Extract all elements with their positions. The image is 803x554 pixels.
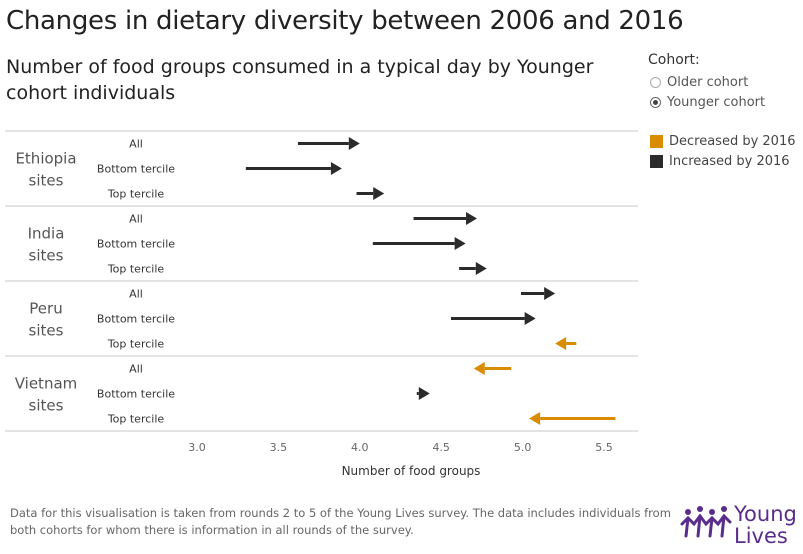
radio-older-cohort-label: Older cohort [667,74,749,90]
row-label: All [129,213,143,226]
arrow-head [555,337,567,350]
legend-swatch-decreased [650,134,663,148]
group-label-0: Ethiopia sites [15,150,76,190]
row-label: Top tercile [107,188,165,201]
arrow-head [418,387,430,400]
group-label-3: Vietnam sites [15,375,78,415]
radio-checked-icon[interactable] [650,96,661,108]
arrow-head [544,287,556,300]
arrow-head [473,362,485,375]
row-label: All [129,288,143,301]
legend-swatch-increased [650,154,663,168]
x-tick-label: 5.5 [595,441,613,454]
x-tick-label: 4.0 [351,441,369,454]
logo-line-1: Young [734,502,797,526]
arrow-head [330,162,342,175]
x-axis-title: Number of food groups [342,464,481,478]
row-label: Top tercile [107,338,165,351]
arrow-head [348,137,360,150]
arrow-chart: Ethiopia sites All Bottom tercile Top tercil… [5,130,638,478]
arrow-head [475,262,487,275]
row-label: Top tercile [107,413,165,426]
arrow-head [454,237,466,250]
young-lives-logo-icon [680,506,732,538]
x-tick-label: 3.0 [188,441,206,454]
arrow-head [466,212,478,225]
legend-label-decreased: Decreased by 2016 [669,133,796,149]
chart-title: Changes in dietary diversity between 200… [6,6,684,36]
row-label: All [129,138,143,151]
radio-younger-cohort-label: Younger cohort [667,94,766,110]
arrow-head [529,412,541,425]
x-tick-label: 4.5 [432,441,450,454]
cohort-filter-label: Cohort: [648,52,700,68]
row-label: Bottom tercile [97,238,175,251]
row-label: Bottom tercile [97,388,175,401]
legend-label-increased: Increased by 2016 [669,153,790,169]
arrow-head [373,187,385,200]
chart-subtitle: Number of food groups consumed in a typi… [6,56,594,104]
row-label: Top tercile [107,263,165,276]
group-label-1: India sites [28,225,65,265]
group-label-2: Peru sites [29,300,64,340]
row-label: Bottom tercile [97,313,175,326]
radio-unchecked-icon[interactable] [650,76,661,88]
row-label: Bottom tercile [97,163,175,176]
legend-item-decreased: Decreased by 2016 [650,133,796,149]
row-label: All [129,363,143,376]
x-tick-label: 3.5 [270,441,288,454]
x-tick-label: 5.0 [514,441,532,454]
radio-older-cohort[interactable]: Older cohort [650,73,748,91]
footnote: Data for this visualisation is taken fro… [10,506,671,537]
radio-younger-cohort[interactable]: Younger cohort [650,93,765,111]
legend-item-increased: Increased by 2016 [650,153,790,169]
arrow-head [524,312,536,325]
logo-line-2: Lives [734,524,788,548]
